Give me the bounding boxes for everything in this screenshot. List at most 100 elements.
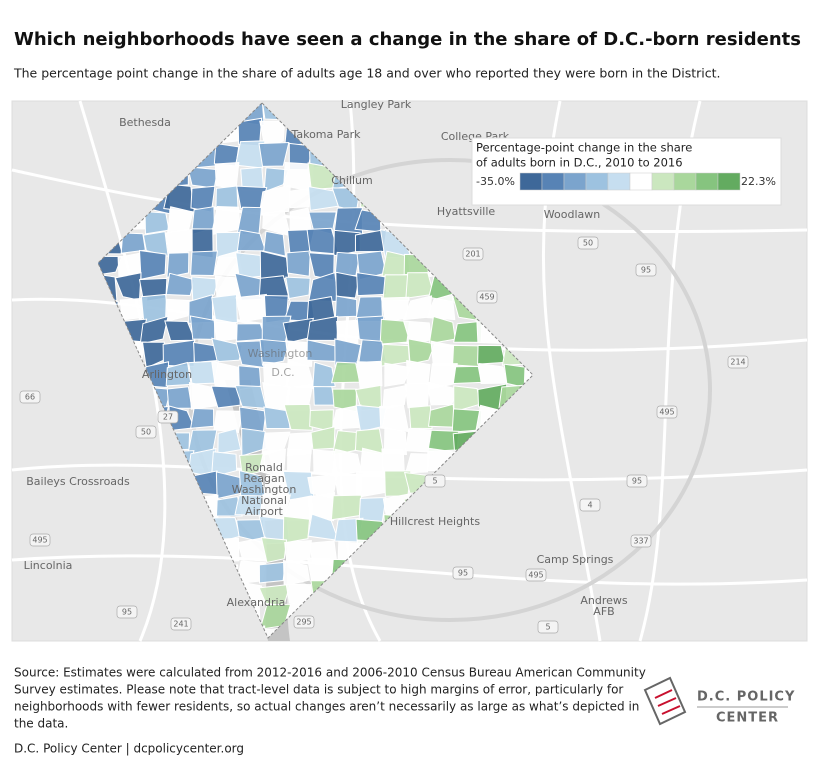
legend-swatch (673, 172, 697, 191)
tract (334, 295, 358, 318)
tract (263, 167, 290, 193)
place-label: Lincolnia (24, 559, 73, 572)
tract (211, 337, 243, 363)
place-label: Baileys Crossroads (26, 475, 130, 488)
place-label: Arlington (142, 368, 192, 381)
tract (287, 448, 312, 473)
tract (282, 515, 311, 544)
tract (382, 384, 408, 411)
tract (144, 211, 170, 235)
tract (120, 232, 146, 254)
place-label: Hyattsville (437, 205, 496, 218)
legend-title: Percentage-point change in the share (476, 141, 692, 155)
shield-label: 50 (583, 239, 593, 248)
shield (135, 425, 157, 439)
tract (286, 250, 311, 277)
shield-label: 295 (296, 618, 311, 627)
shield (29, 533, 51, 547)
tract (312, 361, 336, 389)
tract (139, 315, 169, 345)
tract (478, 362, 508, 385)
legend-swatch (541, 172, 565, 191)
tract (379, 404, 410, 433)
shield (452, 566, 474, 580)
tract (213, 410, 243, 434)
shield (116, 605, 138, 619)
tract (383, 426, 407, 456)
shield (635, 263, 657, 277)
shield (727, 355, 749, 369)
shield (424, 474, 446, 488)
place-labels: Langley Park Bethesda Takoma Park Colleg… (24, 98, 628, 618)
shield (626, 474, 648, 488)
logo-text: CENTER (716, 711, 779, 726)
tract (285, 340, 314, 367)
credit: D.C. Policy Center | dcpolicycenter.org (14, 742, 244, 756)
place-label: Washington (248, 347, 313, 360)
shield (476, 290, 498, 304)
place-label: Reagan (243, 472, 284, 485)
legend-swatch (585, 172, 609, 191)
shield-label: 214 (730, 358, 745, 367)
place-label: Washington (232, 483, 297, 496)
subtitle: The percentage point change in the share… (13, 66, 721, 81)
tract (404, 453, 431, 474)
shield (170, 617, 192, 631)
tract (430, 340, 456, 367)
tract (166, 252, 190, 278)
tract (359, 447, 384, 476)
legend-swatches (519, 172, 741, 191)
tract (330, 361, 361, 384)
place-label: Hillcrest Heights (390, 515, 480, 528)
shield (630, 534, 652, 548)
tract (260, 537, 288, 564)
tract (166, 386, 193, 409)
tract (382, 274, 410, 302)
tract (259, 338, 291, 366)
shield (656, 405, 678, 419)
tract (426, 293, 456, 321)
place-label: Andrews (580, 594, 628, 607)
tract (356, 272, 387, 297)
tract (214, 161, 240, 190)
shield-label: 66 (25, 393, 35, 402)
shield-label: 50 (141, 428, 151, 437)
shield (293, 615, 315, 629)
tract (236, 323, 267, 342)
shield-label: 495 (528, 571, 543, 580)
shield (462, 247, 484, 261)
tract (335, 271, 360, 299)
shield-label: 495 (32, 536, 47, 545)
shield-label: 95 (641, 266, 651, 275)
tract (210, 385, 241, 409)
tract (307, 491, 335, 522)
shield-label: 201 (465, 250, 480, 259)
shield-label: 95 (632, 477, 642, 486)
tract (215, 185, 239, 209)
tract (408, 405, 433, 429)
tract (164, 298, 193, 323)
shield-label: 241 (173, 620, 188, 629)
logo: D.C. POLICY CENTER (643, 676, 794, 726)
shield-label: 5 (545, 623, 550, 632)
legend-swatch (651, 172, 675, 191)
tract (189, 315, 216, 340)
tract (283, 403, 313, 431)
shield (579, 498, 601, 512)
tract (288, 187, 311, 209)
legend-swatch (519, 172, 543, 191)
tract (165, 272, 196, 297)
source-text: Source: Estimates were calculated from 2… (14, 666, 646, 680)
place-label: Airport (245, 505, 283, 518)
tract (406, 359, 431, 385)
shield (157, 410, 179, 424)
place-label: Alexandria (227, 596, 286, 609)
tract (356, 470, 387, 498)
legend-swatch (629, 172, 653, 191)
tract (138, 249, 167, 280)
shield-label: 495 (659, 408, 674, 417)
tract (263, 406, 291, 429)
tract (258, 184, 291, 214)
